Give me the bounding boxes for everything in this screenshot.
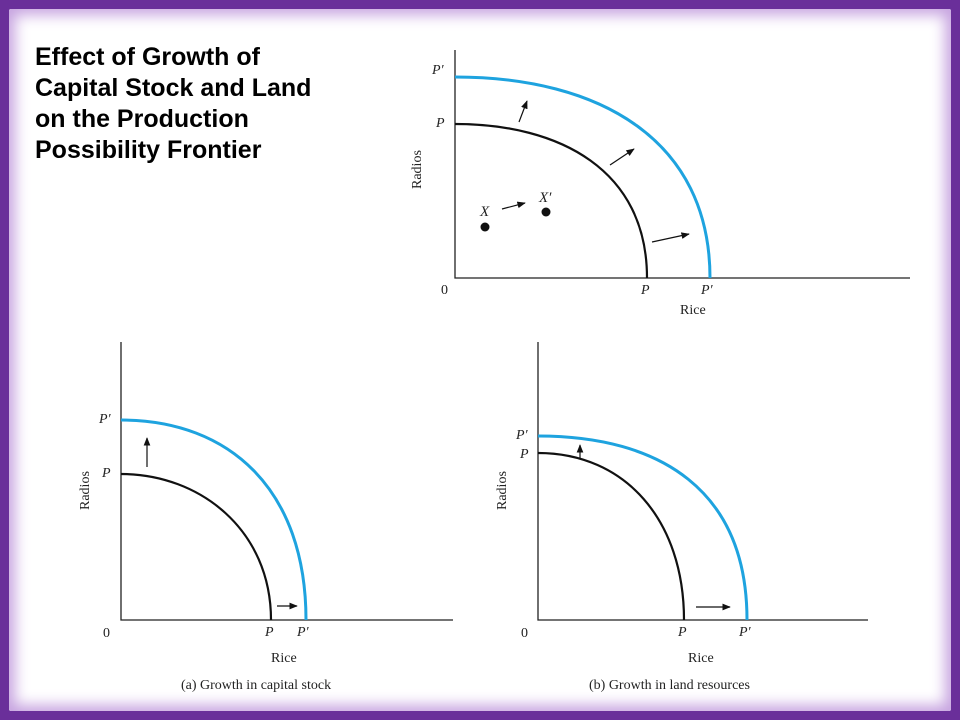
top-x-tick-p: P: [640, 283, 650, 298]
top-x-label: Rice: [680, 303, 706, 318]
top-y-label: Radios: [410, 150, 425, 189]
top-x-tick-p-prime: P′: [700, 283, 714, 298]
panel-a-y-tick-p: P: [101, 466, 111, 481]
top-arrow-diagonal: [609, 148, 635, 166]
panel-b-x-label: Rice: [688, 651, 714, 666]
point-x: [480, 222, 490, 232]
point-x-prime: [541, 207, 551, 217]
panel-b: P′ P 0 P P′ Rice Radios (b) Growth in la…: [495, 342, 868, 693]
top-origin: 0: [441, 283, 448, 298]
panel-b-x-tick-p-prime: P′: [738, 625, 752, 640]
point-x-prime-label: X′: [538, 190, 552, 206]
title-line-3: on the Production: [35, 105, 249, 133]
panel-b-x-tick-p: P: [677, 625, 687, 640]
top-axes: [454, 50, 910, 279]
slide-title: Effect of Growth of Capital Stock and La…: [35, 42, 415, 166]
panel-a-origin: 0: [103, 626, 110, 641]
panel-a-y-tick-p-prime: P′: [98, 412, 112, 427]
panel-a: P′ P 0 P P′ Rice Radios (a) Growth in ca…: [78, 342, 453, 693]
panel-a-frontier-p: [120, 472, 273, 621]
top-arrow-x-shift: [501, 201, 526, 210]
slide: [9, 9, 951, 711]
panel-a-x-tick-p-prime: P′: [296, 625, 310, 640]
top-arrow-up: [518, 100, 528, 123]
panel-a-x-label: Rice: [271, 651, 297, 666]
top-y-tick-p-prime: P′: [431, 63, 445, 78]
panel-b-y-label: Radios: [495, 471, 510, 510]
panel-b-origin: 0: [521, 626, 528, 641]
top-frontier-p: [454, 122, 649, 279]
panel-b-axes: [537, 342, 868, 621]
top-diagram: X X′ P′ P 0 P P′ Rice Radios: [410, 50, 910, 318]
panel-a-frontier-p-prime: [120, 418, 308, 621]
point-x-label: X: [479, 204, 490, 220]
panel-b-y-tick-p: P: [519, 447, 529, 462]
top-frontier-p-prime: [454, 75, 712, 279]
panel-b-frontier-p: [537, 451, 686, 621]
top-arrow-right: [651, 232, 690, 243]
panel-b-frontier-p-prime: [537, 434, 749, 621]
panel-a-caption: (a) Growth in capital stock: [181, 678, 331, 693]
title-line-2: Capital Stock and Land: [35, 74, 312, 102]
top-y-tick-p: P: [435, 116, 445, 131]
panel-a-x-tick-p: P: [264, 625, 274, 640]
title-line-4: Possibility Frontier: [35, 136, 262, 164]
panel-a-axes: [120, 342, 453, 621]
panel-b-y-tick-p-prime: P′: [515, 428, 529, 443]
panel-a-y-label: Radios: [78, 471, 93, 510]
title-line-1: Effect of Growth of: [35, 43, 260, 71]
panel-b-caption: (b) Growth in land resources: [589, 678, 750, 693]
